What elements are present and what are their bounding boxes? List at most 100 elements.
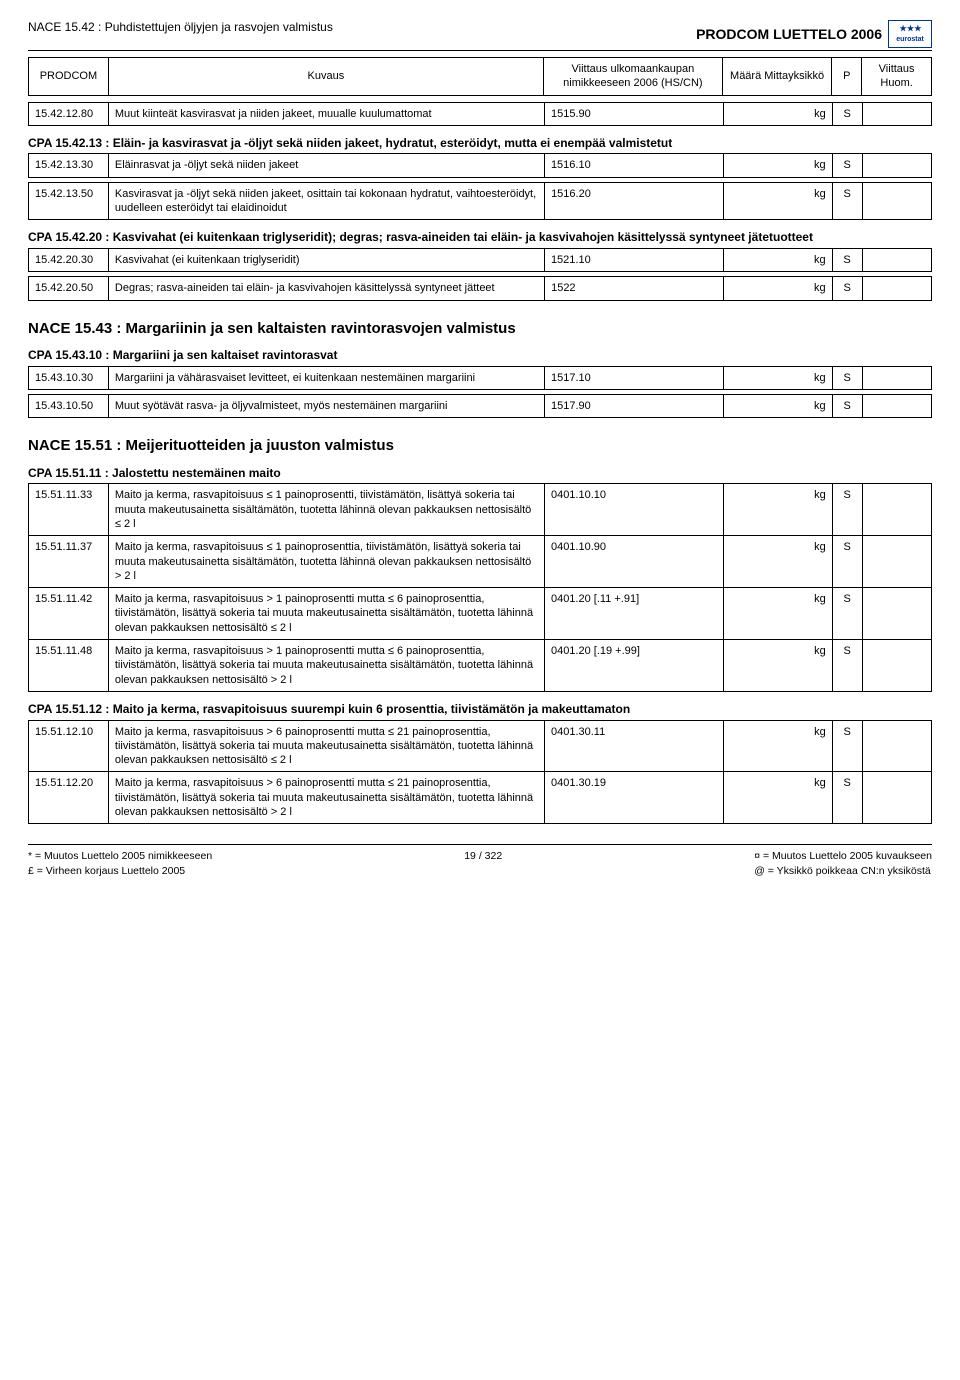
cell-desc: Eläinrasvat ja -öljyt sekä niiden jakeet — [108, 154, 544, 177]
header-ref: Viittaus ulkomaankaupan nimikkeeseen 200… — [543, 58, 722, 96]
cell-note — [862, 394, 931, 417]
cell-code: 15.51.11.42 — [29, 588, 109, 640]
cell-note — [862, 588, 931, 640]
table-row: 15.42.20.50 Degras; rasva-aineiden tai e… — [29, 277, 932, 300]
header-p: P — [832, 58, 862, 96]
cell-ref: 1522 — [545, 277, 724, 300]
cell-desc: Kasvirasvat ja -öljyt sekä niiden jakeet… — [108, 182, 544, 220]
header-prodcom: PRODCOM — [29, 58, 109, 96]
cell-note — [862, 182, 931, 220]
cell-desc: Muut kiinteät kasvirasvat ja niiden jake… — [108, 102, 544, 125]
page-number: 19 / 322 — [464, 849, 502, 878]
cell-desc: Maito ja kerma, rasvapitoisuus ≤ 1 paino… — [108, 484, 544, 536]
cell-note — [862, 640, 931, 692]
cell-ref: 1515.90 — [545, 102, 724, 125]
stars-icon: ★ ★ ★ — [900, 24, 921, 34]
cell-p: S — [832, 366, 862, 389]
cell-p: S — [832, 772, 862, 824]
cell-desc: Maito ja kerma, rasvapitoisuus ≤ 1 paino… — [108, 536, 544, 588]
cell-ref: 0401.10.90 — [544, 536, 723, 588]
footer-left: * = Muutos Luettelo 2005 nimikkeeseen £ … — [28, 849, 212, 878]
cell-p: S — [832, 182, 862, 220]
data-table: 15.43.10.50 Muut syötävät rasva- ja öljy… — [28, 394, 932, 418]
cell-note — [862, 720, 931, 772]
cell-p: S — [832, 640, 862, 692]
cpa-heading: CPA 15.51.12 : Maito ja kerma, rasvapito… — [28, 696, 932, 720]
cell-ref: 0401.30.11 — [544, 720, 723, 772]
table-row: 15.51.11.42 Maito ja kerma, rasvapitoisu… — [29, 588, 932, 640]
header-note: Viittaus Huom. — [862, 58, 932, 96]
cell-note — [862, 248, 931, 271]
column-header-table: PRODCOM Kuvaus Viittaus ulkomaankaupan n… — [28, 57, 932, 96]
footnote: ¤ = Muutos Luettelo 2005 kuvaukseen — [754, 850, 932, 862]
footnote: £ = Virheen korjaus Luettelo 2005 — [28, 865, 185, 877]
cell-desc: Maito ja kerma, rasvapitoisuus > 1 paino… — [108, 588, 544, 640]
cell-desc: Margariini ja vähärasvaiset levitteet, e… — [108, 366, 544, 389]
cell-note — [862, 366, 931, 389]
cell-p: S — [832, 588, 862, 640]
data-table: 15.42.20.50 Degras; rasva-aineiden tai e… — [28, 276, 932, 300]
data-table: 15.51.11.33 Maito ja kerma, rasvapitoisu… — [28, 483, 932, 692]
cell-ref: 1516.10 — [544, 154, 723, 177]
catalog-title-block: PRODCOM LUETTELO 2006 ★ ★ ★ eurostat — [696, 20, 932, 48]
cell-unit: kg — [723, 277, 832, 300]
footnote: * = Muutos Luettelo 2005 nimikkeeseen — [28, 850, 212, 862]
cell-unit: kg — [723, 536, 832, 588]
cell-code: 15.42.13.30 — [29, 154, 109, 177]
data-table: 15.42.20.30 Kasvivahat (ei kuitenkaan tr… — [28, 248, 932, 272]
cell-p: S — [832, 720, 862, 772]
eurostat-logo: ★ ★ ★ eurostat — [888, 20, 932, 48]
cell-unit: kg — [723, 366, 832, 389]
cell-code: 15.51.11.37 — [29, 536, 109, 588]
table-row: 15.42.13.50 Kasvirasvat ja -öljyt sekä n… — [29, 182, 932, 220]
cell-unit: kg — [723, 772, 832, 824]
cell-code: 15.51.11.33 — [29, 484, 109, 536]
cell-unit: kg — [723, 720, 832, 772]
cell-p: S — [832, 484, 862, 536]
cpa-heading: CPA 15.51.11 : Jalostettu nestemäinen ma… — [28, 460, 932, 484]
cell-desc: Maito ja kerma, rasvapitoisuus > 6 paino… — [108, 772, 544, 824]
table-row: 15.51.11.33 Maito ja kerma, rasvapitoisu… — [29, 484, 932, 536]
cell-desc: Muut syötävät rasva- ja öljyvalmisteet, … — [108, 394, 544, 417]
cell-unit: kg — [723, 484, 832, 536]
cell-unit: kg — [723, 640, 832, 692]
cell-ref: 1517.90 — [545, 394, 724, 417]
cpa-heading: CPA 15.43.10 : Margariini ja sen kaltais… — [28, 342, 932, 366]
cell-ref: 0401.20 [.19 +.99] — [544, 640, 723, 692]
table-row: 15.42.20.30 Kasvivahat (ei kuitenkaan tr… — [29, 248, 932, 271]
cell-note — [862, 772, 931, 824]
cell-desc: Maito ja kerma, rasvapitoisuus > 1 paino… — [108, 640, 544, 692]
cell-p: S — [832, 102, 862, 125]
cell-desc: Maito ja kerma, rasvapitoisuus > 6 paino… — [108, 720, 544, 772]
header-kuvaus: Kuvaus — [108, 58, 543, 96]
table-row: 15.51.11.48 Maito ja kerma, rasvapitoisu… — [29, 640, 932, 692]
table-row: 15.43.10.30 Margariini ja vähärasvaiset … — [29, 366, 932, 389]
data-table: 15.42.13.50 Kasvirasvat ja -öljyt sekä n… — [28, 182, 932, 221]
data-table: 15.43.10.30 Margariini ja vähärasvaiset … — [28, 366, 932, 390]
cell-p: S — [832, 277, 862, 300]
cell-code: 15.51.12.10 — [29, 720, 109, 772]
cell-code: 15.42.12.80 — [29, 102, 109, 125]
table-row: 15.51.12.10 Maito ja kerma, rasvapitoisu… — [29, 720, 932, 772]
cell-note — [862, 484, 931, 536]
cell-ref: 0401.10.10 — [544, 484, 723, 536]
table-row: 15.51.12.20 Maito ja kerma, rasvapitoisu… — [29, 772, 932, 824]
cell-code: 15.43.10.50 — [29, 394, 109, 417]
cell-p: S — [832, 394, 862, 417]
data-table: 15.51.12.10 Maito ja kerma, rasvapitoisu… — [28, 720, 932, 825]
cell-code: 15.51.11.48 — [29, 640, 109, 692]
cell-ref: 1517.10 — [545, 366, 724, 389]
cpa-heading: CPA 15.42.13 : Eläin- ja kasvirasvat ja … — [28, 130, 932, 154]
cell-ref: 1521.10 — [544, 248, 723, 271]
cell-unit: kg — [723, 154, 832, 177]
cell-p: S — [832, 248, 862, 271]
cell-desc: Degras; rasva-aineiden tai eläin- ja kas… — [108, 277, 544, 300]
footnote: @ = Yksikkö poikkeaa CN:n yksiköstä — [754, 865, 931, 877]
table-row: 15.51.11.37 Maito ja kerma, rasvapitoisu… — [29, 536, 932, 588]
cpa-heading: CPA 15.42.20 : Kasvivahat (ei kuitenkaan… — [28, 224, 932, 248]
cell-unit: kg — [723, 394, 832, 417]
cell-desc: Kasvivahat (ei kuitenkaan triglyseridit) — [108, 248, 544, 271]
data-table: 15.42.13.30 Eläinrasvat ja -öljyt sekä n… — [28, 153, 932, 177]
cell-code: 15.51.12.20 — [29, 772, 109, 824]
cell-note — [862, 154, 931, 177]
